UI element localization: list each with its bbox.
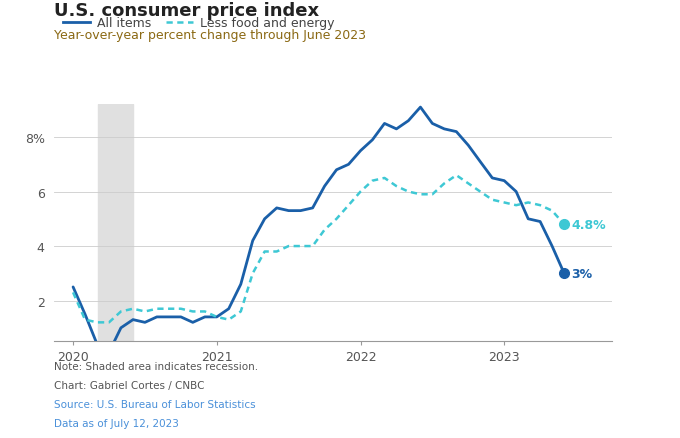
Text: Chart: Gabriel Cortes / CNBC: Chart: Gabriel Cortes / CNBC [54, 380, 205, 390]
Text: Source: U.S. Bureau of Labor Statistics: Source: U.S. Bureau of Labor Statistics [54, 399, 256, 409]
Text: Year-over-year percent change through June 2023: Year-over-year percent change through Ju… [54, 28, 367, 42]
Bar [97, 105, 133, 342]
Legend: All items, Less food and energy: All items, Less food and energy [58, 12, 339, 35]
Text: Data as of July 12, 2023: Data as of July 12, 2023 [54, 418, 180, 428]
Text: U.S. consumer price index: U.S. consumer price index [54, 2, 320, 20]
Text: 3%: 3% [571, 267, 592, 280]
Text: Note: Shaded area indicates recession.: Note: Shaded area indicates recession. [54, 361, 258, 371]
Text: 4.8%: 4.8% [571, 218, 606, 231]
